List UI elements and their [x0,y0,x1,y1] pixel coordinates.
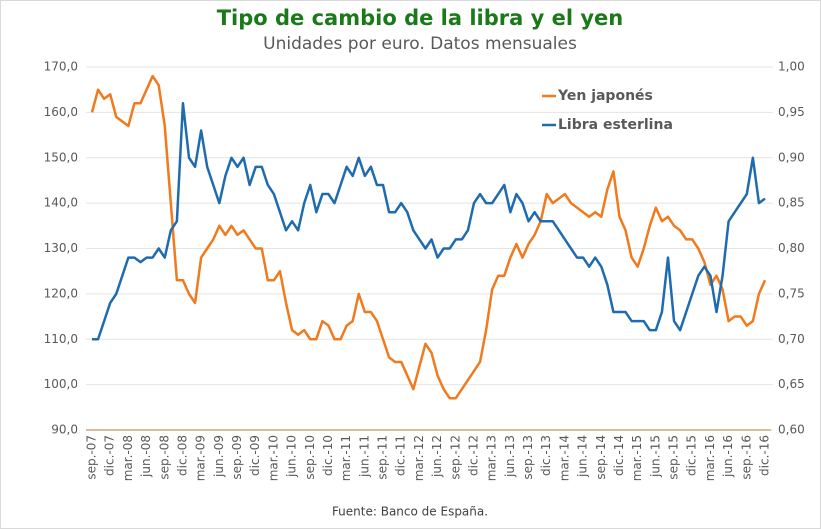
x-tick-label: jun.-16 [721,435,735,478]
x-tick-label: mar.-10 [266,435,280,481]
y2-tick-label: 0,60 [778,423,805,437]
x-tick-label: jun.-12 [430,435,444,478]
y2-tick-label: 0,65 [778,377,805,391]
x-tick-label: sep.-13 [521,435,535,480]
x-tick-label: sep.-16 [739,435,753,480]
legend-label: Libra esterlina [558,117,673,133]
y-tick-label: 90,0 [51,423,78,437]
x-tick-label: dic.-07 [103,435,117,476]
x-tick-label: dic.-12 [466,435,480,476]
y2-tick-label: 1,00 [778,60,805,74]
x-tick-label: sep.-09 [230,435,244,480]
y-tick-label: 170,0 [44,60,78,74]
y-tick-label: 120,0 [44,286,78,300]
x-tick-label: jun.-10 [285,435,299,478]
x-tick-label: sep.-12 [448,435,462,480]
x-tick-label: dic.-11 [394,435,408,476]
x-tick-label: sep.-14 [594,435,608,480]
series-line [90,74,767,400]
x-tick-label: jun.-08 [139,435,153,478]
x-tick-label: mar.-16 [703,435,717,481]
y-tick-label: 160,0 [44,105,78,119]
x-tick-label: sep.-08 [157,435,171,480]
x-tick-label: mar.-13 [485,435,499,481]
chart-subtitle: Unidades por euro. Datos mensuales [263,34,577,54]
x-tick-label: sep.-10 [303,435,317,480]
x-tick-label: dic.-13 [539,435,553,476]
y2-tick-label: 0,95 [778,105,805,119]
series-line [92,102,766,341]
y2-tick-label: 0,90 [778,150,805,164]
x-tick-label: sep.-15 [667,435,681,480]
x-tick-label: jun.-13 [503,435,517,478]
y-tick-label: 130,0 [44,241,78,255]
x-tick-label: mar.-14 [557,435,571,481]
x-tick-label: mar.-09 [194,435,208,481]
y2-tick-label: 0,85 [778,196,805,210]
x-tick-label: jun.-14 [576,435,590,478]
x-tick-label: jun.-15 [648,435,662,478]
x-tick-label: dic.-10 [321,435,335,476]
x-tick-label: jun.-09 [212,435,226,478]
source-note: Fuente: Banco de España. [332,505,488,519]
x-tick-label: mar.-15 [630,435,644,481]
legend-label: Yen japonés [557,88,653,104]
y-tick-label: 100,0 [44,377,78,391]
x-tick-label: dic.-14 [612,435,626,476]
y2-tick-label: 0,80 [778,241,805,255]
x-tick-label: jun.-11 [357,435,371,478]
x-tick-label: mar.-12 [412,435,426,481]
y-tick-label: 150,0 [44,150,78,164]
x-tick-label: dic.-15 [685,435,699,476]
x-tick-label: sep.-11 [376,435,390,480]
y-tick-label: 110,0 [44,332,78,346]
x-tick-label: sep.-07 [85,435,99,480]
y-tick-label: 140,0 [44,196,78,210]
y2-tick-label: 0,70 [778,332,805,346]
x-tick-label: dic.-08 [175,435,189,476]
x-tick-label: mar.-08 [121,435,135,481]
chart-title: Tipo de cambio de la libra y el yen [217,6,624,30]
x-tick-label: dic.-09 [248,435,262,476]
y2-tick-label: 0,75 [778,286,805,300]
x-tick-label: mar.-11 [339,435,353,481]
x-tick-label: dic.-16 [758,435,772,476]
